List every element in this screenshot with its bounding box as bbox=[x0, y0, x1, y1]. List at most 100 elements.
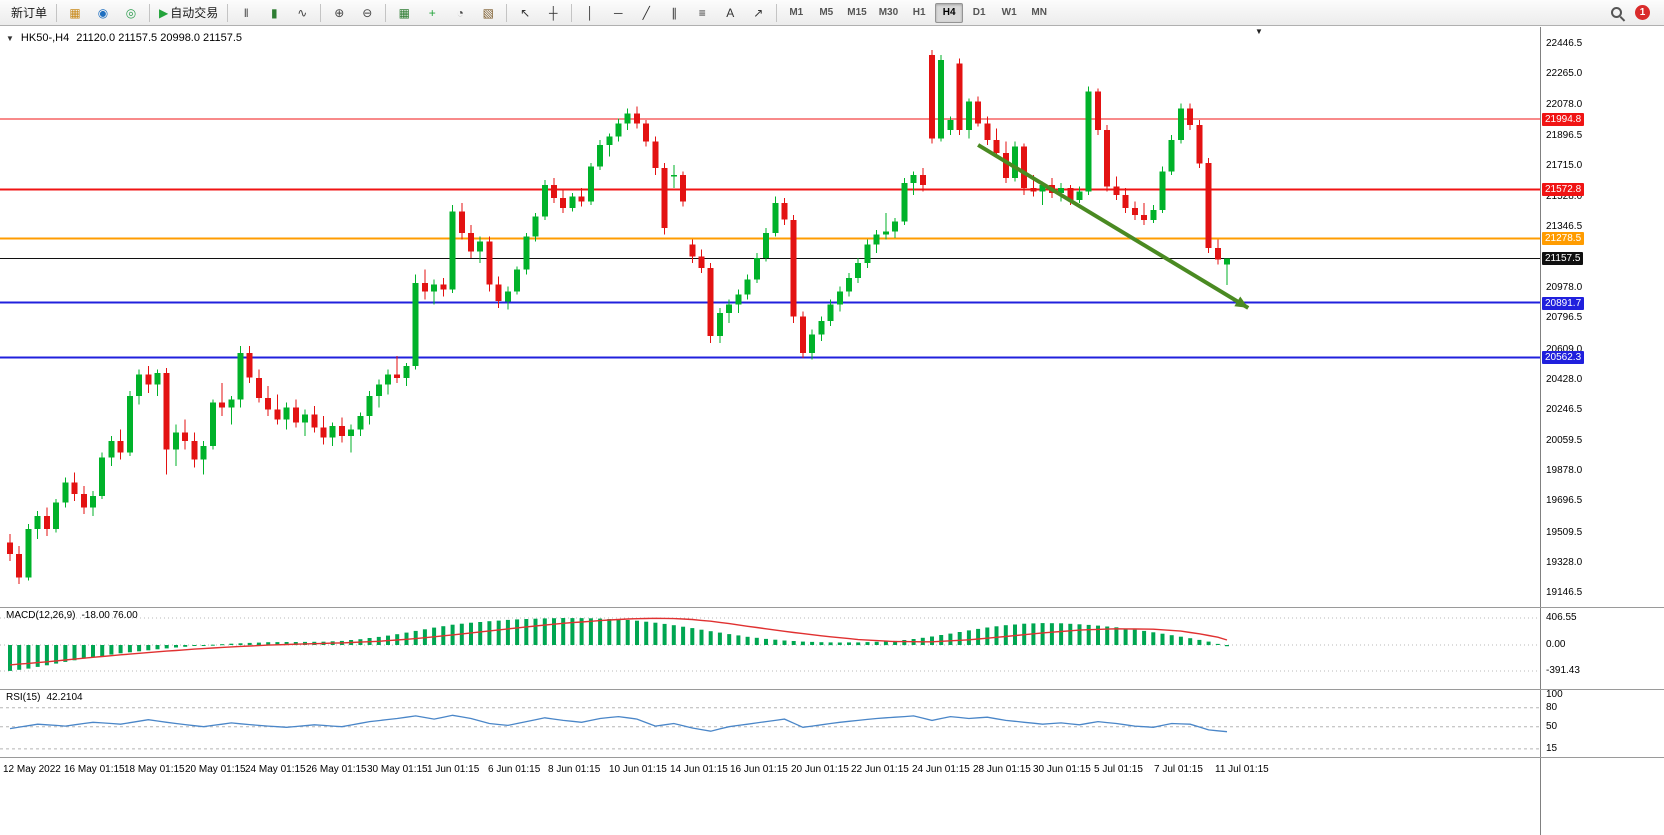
time-axis-label: 14 Jun 01:15 bbox=[670, 764, 728, 775]
level-price-badge: 20891.7 bbox=[1542, 297, 1585, 310]
line-chart-icon[interactable]: ∿ bbox=[289, 2, 315, 24]
price-axis-label: 19696.5 bbox=[1546, 495, 1583, 506]
rsi-axis-label: 100 bbox=[1546, 689, 1563, 700]
periods-icon[interactable]: ◔ bbox=[447, 2, 473, 24]
autotrade-button-label: 自动交易 bbox=[170, 6, 219, 20]
crosshair-icon[interactable]: ┼ bbox=[540, 2, 566, 24]
main-chart-pane[interactable]: ▼ HK50-,H4 21120.0 21157.5 20998.0 21157… bbox=[0, 27, 1540, 607]
vertical-line-icon[interactable]: │ bbox=[577, 2, 603, 24]
tf-w1[interactable]: W1 bbox=[995, 3, 1023, 23]
text-icon: A bbox=[726, 5, 735, 20]
tf-m1[interactable]: M1 bbox=[782, 3, 810, 23]
macd-label: MACD(12,26,9) -18.00 76.00 bbox=[6, 610, 138, 621]
price-axis-label: 19509.5 bbox=[1546, 527, 1583, 538]
zoom-out-icon[interactable]: ⊖ bbox=[354, 2, 380, 24]
tf-d1[interactable]: D1 bbox=[965, 3, 993, 23]
price-axis-label: 20796.5 bbox=[1546, 312, 1583, 323]
toolbar-separator bbox=[506, 3, 508, 22]
toolbar-separator bbox=[776, 3, 778, 22]
time-axis-label: 18 May 01:15 bbox=[124, 764, 185, 775]
price-axis[interactable]: 22446.5 22265.0 22078.0 21896.5 21715.0 21528… bbox=[1540, 27, 1664, 835]
time-axis-label: 24 Jun 01:15 bbox=[912, 764, 970, 775]
new-chart-icon[interactable]: + bbox=[419, 2, 445, 24]
template-icon[interactable]: ▧ bbox=[475, 2, 501, 24]
tf-h4[interactable]: H4 bbox=[935, 2, 964, 23]
autotrade-button[interactable]: ▶ 自动交易 bbox=[155, 2, 222, 24]
toolbar-separator bbox=[571, 3, 573, 22]
time-axis-label: 7 Jul 01:15 bbox=[1154, 764, 1203, 775]
periods-icon: ◔ bbox=[456, 5, 464, 20]
tf-m15-label: M15 bbox=[847, 7, 867, 18]
trendline-icon[interactable]: ╱ bbox=[633, 2, 659, 24]
level-price-badge: 21994.8 bbox=[1542, 113, 1585, 126]
search-icon bbox=[1619, 16, 1625, 22]
candlestick-chart-icon: ▮ bbox=[270, 5, 278, 20]
time-axis-label: 12 May 2022 bbox=[3, 764, 61, 775]
rsi-pane[interactable]: RSI(15) 42.2104 bbox=[0, 689, 1540, 757]
new-order-button[interactable]: 新订单 bbox=[5, 2, 51, 24]
price-axis-label: 21896.5 bbox=[1546, 130, 1583, 141]
search-icon[interactable] bbox=[1609, 5, 1625, 22]
macd-pane[interactable]: MACD(12,26,9) -18.00 76.00 bbox=[0, 607, 1540, 689]
chart-window: ▼ HK50-,H4 21120.0 21157.5 20998.0 21157… bbox=[0, 27, 1664, 835]
horizontal-line-icon[interactable]: ─ bbox=[605, 2, 631, 24]
toolbar-separator bbox=[149, 3, 151, 22]
time-axis-label: 30 Jun 01:15 bbox=[1033, 764, 1091, 775]
time-axis-label: 6 Jun 01:15 bbox=[488, 764, 541, 775]
price-axis-label: 19328.0 bbox=[1546, 557, 1583, 568]
terminal-icon: ◎ bbox=[125, 5, 137, 20]
tf-w1-label: W1 bbox=[1001, 7, 1017, 18]
rsi-axis-label: 80 bbox=[1546, 702, 1558, 713]
chart-shift-marker[interactable]: ▼ bbox=[1255, 27, 1263, 36]
rsi-name: RSI(15) bbox=[6, 692, 41, 703]
macd-values: -18.00 76.00 bbox=[81, 610, 138, 621]
market-watch-icon[interactable]: ◉ bbox=[90, 2, 116, 24]
tf-m30[interactable]: M30 bbox=[874, 3, 903, 23]
zoom-out-icon: ⊖ bbox=[362, 5, 373, 20]
zoom-in-icon[interactable]: ⊕ bbox=[326, 2, 352, 24]
tile-windows-icon: ▦ bbox=[398, 5, 410, 20]
pane-splitter[interactable] bbox=[0, 607, 1664, 608]
tf-h1[interactable]: H1 bbox=[905, 3, 933, 23]
text-icon[interactable]: A bbox=[717, 2, 743, 24]
fibonacci-icon[interactable]: ≡ bbox=[689, 2, 715, 24]
crosshair-icon: ┼ bbox=[549, 5, 558, 20]
level-price-badge: 21572.8 bbox=[1542, 183, 1585, 196]
pane-splitter[interactable] bbox=[0, 689, 1664, 690]
notification-badge[interactable]: 1 bbox=[1635, 5, 1650, 20]
bar-chart-icon[interactable]: ‖ bbox=[233, 2, 259, 24]
candlestick-chart-icon[interactable]: ▮ bbox=[261, 2, 287, 24]
time-axis-label: 28 Jun 01:15 bbox=[973, 764, 1031, 775]
main-toolbar: 新订单 ▦ ◉ ◎ ▶ 自动交易 ‖ ▮ ∿ ⊕ ⊖ ▦ + ◔ ▧ ↖ ┼ │ ─ ╱ ∥ ≡ A ↗ M1 M5 M15 M30 H… bbox=[0, 0, 1664, 26]
terminal-icon[interactable]: ◎ bbox=[118, 2, 144, 24]
tf-mn[interactable]: MN bbox=[1025, 3, 1053, 23]
time-axis-label: 20 Jun 01:15 bbox=[791, 764, 849, 775]
pane-splitter[interactable] bbox=[0, 757, 1664, 758]
rsi-value: 42.2104 bbox=[46, 692, 83, 703]
price-axis-label: 20428.0 bbox=[1546, 374, 1583, 385]
time-axis-label: 26 May 01:15 bbox=[306, 764, 367, 775]
toolbar-separator bbox=[227, 3, 229, 22]
arrows-icon[interactable]: ↗ bbox=[745, 2, 771, 24]
time-axis[interactable]: 12 May 2022 16 May 01:15 18 May 01:15 20 Ma… bbox=[0, 757, 1540, 787]
tf-m15[interactable]: M15 bbox=[842, 3, 871, 23]
autotrade-button: ▶ bbox=[159, 5, 169, 20]
macd-name: MACD(12,26,9) bbox=[6, 610, 76, 621]
tf-m5[interactable]: M5 bbox=[812, 3, 840, 23]
price-axis-label: 22265.0 bbox=[1546, 68, 1583, 79]
equidistant-channel-icon[interactable]: ∥ bbox=[661, 2, 687, 24]
tf-d1-label: D1 bbox=[972, 7, 986, 18]
level-price-badge: 21278.5 bbox=[1542, 232, 1585, 245]
price-axis-label: 19146.5 bbox=[1546, 587, 1583, 598]
cursor-icon: ↖ bbox=[520, 5, 531, 20]
new-chart-icon: + bbox=[428, 5, 436, 20]
tile-windows-icon[interactable]: ▦ bbox=[391, 2, 417, 24]
chart-window-icon[interactable]: ▦ bbox=[62, 2, 88, 24]
time-axis-label: 30 May 01:15 bbox=[367, 764, 428, 775]
template-icon: ▧ bbox=[482, 5, 494, 20]
collapse-triangle-icon[interactable]: ▼ bbox=[6, 33, 14, 43]
cursor-icon[interactable]: ↖ bbox=[512, 2, 538, 24]
toolbar-buttons: 新订单 ▦ ◉ ◎ ▶ 自动交易 ‖ ▮ ∿ ⊕ ⊖ ▦ + ◔ ▧ ↖ ┼ │ ─ ╱ ∥ ≡ A ↗ M1 M5 M15 M30 H… bbox=[4, 0, 1054, 25]
bar-chart-icon: ‖ bbox=[243, 5, 249, 20]
macd-axis-label: -391.43 bbox=[1546, 665, 1580, 676]
